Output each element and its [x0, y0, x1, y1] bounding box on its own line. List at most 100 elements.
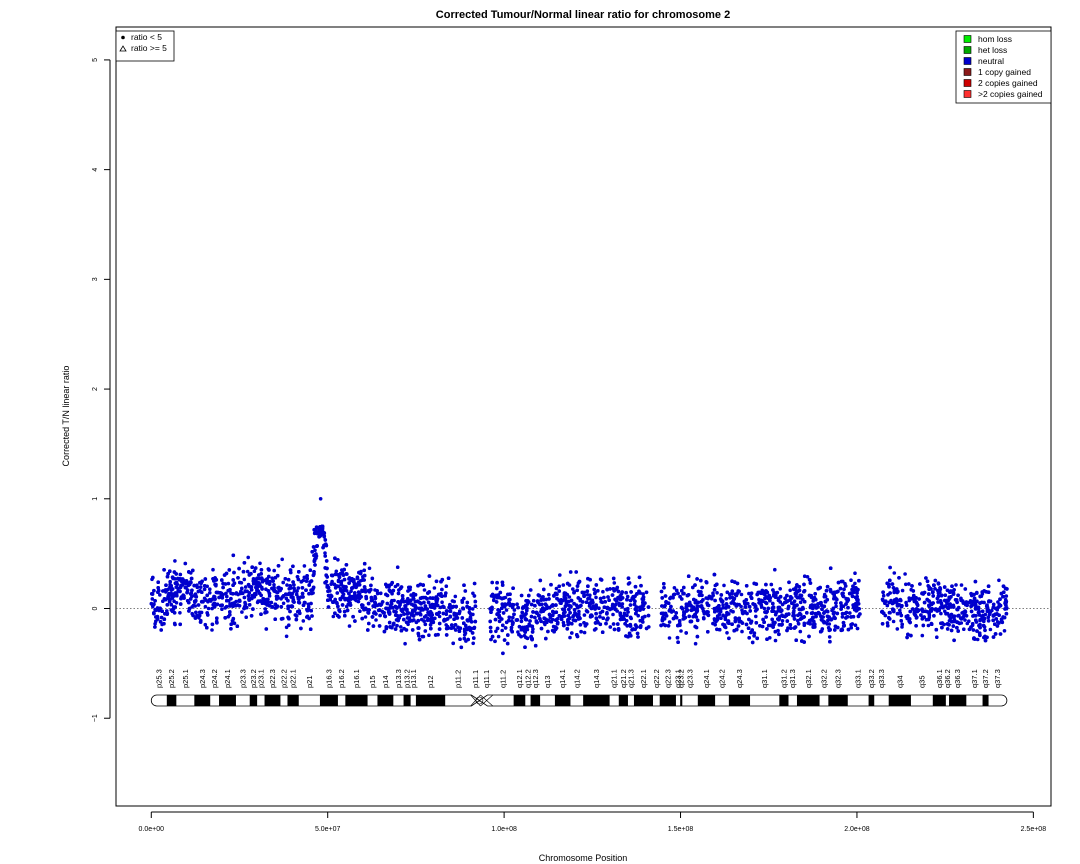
data-point: [712, 588, 717, 592]
data-point: [335, 613, 340, 618]
data-point: [802, 615, 806, 619]
data-point: [740, 621, 745, 625]
data-point: [887, 600, 891, 605]
data-point: [762, 620, 766, 624]
data-point: [611, 576, 616, 581]
data-point: [750, 640, 755, 645]
data-point: [855, 591, 859, 595]
data-point: [428, 596, 433, 600]
data-point: [278, 588, 282, 593]
data-point: [471, 641, 476, 646]
data-point: [594, 595, 598, 600]
data-point: [488, 619, 493, 624]
data-point: [173, 581, 178, 585]
data-point: [773, 567, 777, 572]
data-point: [266, 589, 271, 593]
data-point: [578, 597, 583, 602]
data-point: [591, 604, 596, 608]
data-point: [986, 615, 991, 619]
data-point: [397, 588, 401, 592]
data-point: [180, 583, 185, 587]
data-point: [310, 614, 314, 618]
data-point: [489, 637, 493, 642]
data-point: [153, 625, 157, 629]
data-point: [275, 590, 279, 594]
data-point: [900, 604, 904, 608]
data-point: [363, 615, 368, 619]
data-point: [789, 626, 793, 630]
data-point: [362, 573, 367, 578]
data-point: [249, 588, 254, 592]
data-point: [437, 627, 442, 631]
data-point: [241, 569, 246, 574]
data-point: [517, 632, 521, 637]
data-point: [201, 600, 205, 604]
data-point: [659, 623, 663, 628]
data-point: [982, 619, 986, 623]
data-point: [695, 618, 700, 623]
data-point: [422, 600, 426, 605]
data-point: [393, 627, 398, 631]
data-point: [544, 617, 548, 622]
data-point: [831, 611, 836, 616]
data-point: [500, 602, 505, 606]
data-point: [977, 623, 981, 628]
data-point: [915, 603, 920, 608]
data-point: [942, 585, 947, 589]
data-point: [436, 612, 440, 616]
data-point: [443, 593, 448, 598]
data-point: [699, 590, 703, 594]
data-point: [931, 590, 935, 594]
data-point: [680, 588, 684, 593]
data-point: [676, 591, 680, 596]
data-point: [324, 542, 328, 546]
data-point: [935, 596, 940, 601]
data-point: [895, 627, 900, 631]
ideogram-band: [319, 695, 338, 706]
data-point: [299, 626, 303, 631]
data-point: [279, 617, 284, 621]
band-label: p22.3: [268, 669, 277, 688]
data-point: [526, 601, 530, 605]
data-point: [417, 637, 422, 642]
data-point: [399, 625, 403, 629]
data-point: [578, 604, 582, 609]
data-point: [663, 594, 668, 598]
data-point: [547, 597, 551, 601]
data-point: [576, 581, 581, 585]
data-point: [598, 615, 602, 619]
data-point: [325, 583, 330, 588]
data-point: [281, 601, 286, 606]
data-point: [694, 610, 699, 614]
data-point: [440, 587, 444, 592]
data-point: [686, 574, 691, 578]
data-point: [764, 582, 768, 587]
data-point: [929, 622, 934, 626]
data-point: [383, 614, 387, 618]
data-point: [753, 609, 758, 613]
data-point: [395, 583, 400, 587]
data-point: [622, 617, 626, 621]
data-point: [712, 606, 717, 611]
data-point: [426, 611, 431, 615]
data-point: [935, 635, 939, 639]
data-point: [517, 624, 522, 629]
data-point: [453, 628, 458, 632]
data-point: [613, 607, 617, 612]
data-point: [374, 618, 378, 622]
data-point: [802, 621, 807, 626]
data-point: [785, 619, 790, 623]
data-point: [1002, 615, 1007, 620]
data-point: [973, 603, 978, 607]
data-point: [721, 605, 726, 610]
data-point: [573, 611, 577, 615]
data-point: [845, 615, 850, 619]
data-point: [594, 627, 598, 631]
data-point: [313, 563, 317, 567]
data-point: [663, 611, 668, 616]
data-point: [819, 614, 823, 619]
data-point: [848, 611, 852, 615]
data-point: [428, 623, 433, 627]
data-point: [454, 604, 459, 609]
